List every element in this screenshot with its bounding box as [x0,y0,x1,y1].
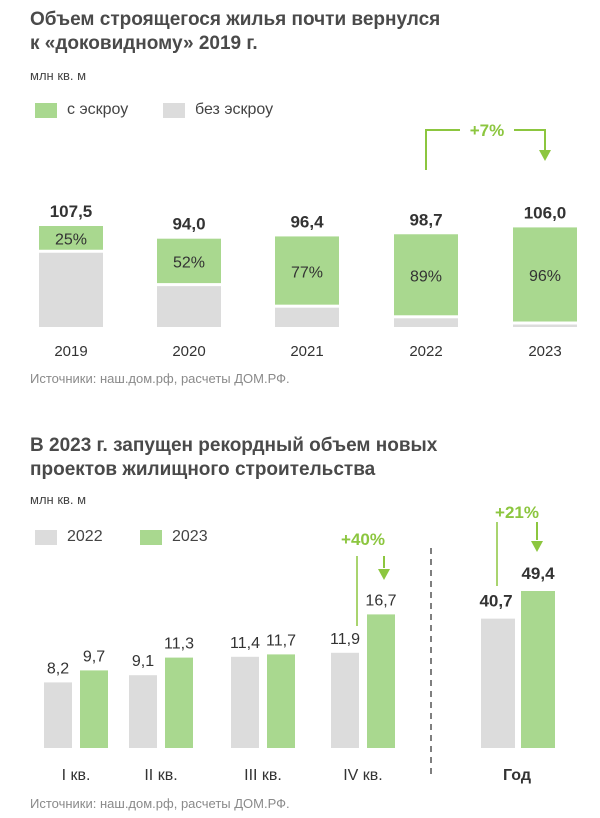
bar-escrow-2021 [275,236,339,307]
bar-2023-q1 [80,670,108,748]
value-label-year-2022: 40,7 [479,592,512,611]
total-label-2021: 96,4 [290,212,324,231]
bar-2022-q2 [129,675,157,748]
value-label-2022-q1: 8,2 [47,660,69,677]
share-label-2021: 77% [291,264,323,281]
legend-label-2022: 2022 [67,528,103,545]
chart2-legend-2022: 2022 [35,528,103,546]
bar-2022-q3 [231,656,259,748]
legend-swatch-green [35,102,57,118]
total-label-2023: 106,0 [524,203,567,222]
legend-label-escrow: с эскроу [67,101,129,118]
bar-divider-2023 [513,321,577,325]
legend-swatch-gray [163,102,185,118]
bar-escrow-2023 [513,227,577,324]
value-label-2023-q4: 16,7 [365,592,396,609]
chart1-unit: млн кв. м [30,68,87,83]
bar-escrow-2020 [157,238,221,285]
x-tick-2023: 2023 [528,343,561,360]
total-label-2019: 107,5 [50,202,93,221]
value-label-2022-q3: 11,4 [230,635,260,652]
bar-2023-q2 [165,657,193,748]
chart1-title-line2: к «доковидному» 2019 г. [30,33,258,54]
growth-arrow-head-icon [539,150,551,161]
share-label-2019: 25% [55,232,87,249]
bar-2022-q1 [44,682,72,748]
share-label-2020: 52% [173,255,205,272]
bar-year-2022 [481,618,515,748]
x-tick-q2: II кв. [144,767,177,784]
bar-divider-2019 [39,249,103,253]
chart2-legend-2023: 2023 [140,528,208,546]
bar-no-escrow-2023 [513,323,577,327]
legend-swatch-gray [35,529,57,545]
x-tick-q3: III кв. [244,767,282,784]
x-tick-2022: 2022 [409,343,442,360]
total-label-2020: 94,0 [172,215,205,234]
chart1-source: Источники: наш.дом.рф, расчеты ДОМ.РФ. [30,371,290,386]
bar-2022-q4 [331,652,359,748]
chart1-title-line1: Объем строящегося жилья почти вернулся [30,9,441,30]
x-tick-year: Год [503,767,531,784]
growth-label-bg [460,119,514,141]
chart1-title: Объем строящегося жилья почти вернулся к… [30,8,440,56]
q4-growth-arrow-head-icon [378,569,390,580]
x-tick-2019: 2019 [54,343,87,360]
x-tick-2020: 2020 [172,343,205,360]
chart2-unit: млн кв. м [30,492,87,507]
legend-label-no-escrow: без эскроу [195,101,274,118]
value-label-year-2023: 49,4 [521,564,555,583]
q4-growth-label: +40% [341,530,385,549]
x-tick-2021: 2021 [290,343,323,360]
x-tick-q1: I кв. [62,767,91,784]
bar-2023-q4 [367,614,395,748]
bar-divider-2022 [394,315,458,319]
legend-swatch-green [140,529,162,545]
chart2-title: В 2023 г. запущен рекордный объем новых … [30,434,437,482]
bar-year-2023 [521,591,555,748]
bar-no-escrow-2019 [39,251,103,327]
growth-label-7pct: +7% [470,121,505,140]
value-label-2023-q1: 9,7 [83,648,105,665]
bar-no-escrow-2020 [157,284,221,327]
value-label-2023-q3: 11,7 [266,632,296,649]
bar-no-escrow-2022 [394,316,458,327]
share-label-2023: 96% [529,268,561,285]
chart1-legend-escrow: с эскроу [35,101,128,119]
bar-escrow-2022 [394,234,458,317]
year-growth-arrow-head-icon [531,541,543,552]
chart1-legend-no-escrow: без эскроу [163,101,273,119]
value-label-2022-q4: 11,9 [330,631,360,648]
year-growth-label: +21% [495,503,539,522]
bar-escrow-2019 [39,226,103,252]
chart2-title-line2: проектов жилищного строительства [30,459,376,480]
bar-no-escrow-2021 [275,306,339,327]
value-label-2023-q2: 11,3 [164,636,194,653]
chart2-title-line1: В 2023 г. запущен рекордный объем новых [30,435,438,456]
chart2-source: Источники: наш.дом.рф, расчеты ДОМ.РФ. [30,796,290,811]
bar-2023-q3 [267,654,295,748]
bar-divider-2021 [275,304,339,308]
x-tick-q4: IV кв. [343,767,383,784]
legend-label-2023: 2023 [172,528,208,545]
bar-divider-2020 [157,283,221,287]
total-label-2022: 98,7 [409,210,442,229]
value-label-2022-q2: 9,1 [132,653,154,670]
share-label-2022: 89% [410,269,442,286]
